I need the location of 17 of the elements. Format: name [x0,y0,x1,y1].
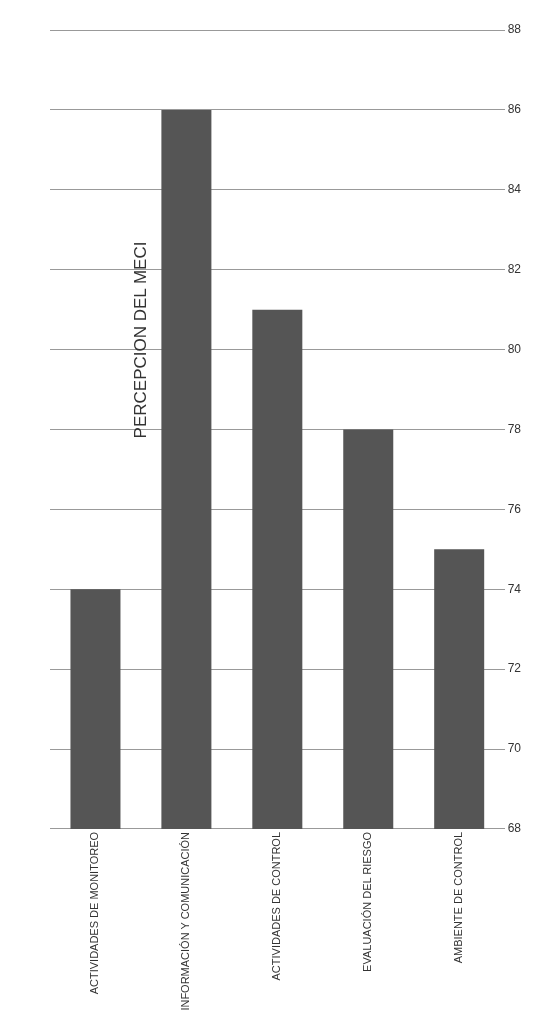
y-tick-label: 76 [507,501,522,516]
y-tick-label: 82 [507,262,522,276]
y-tick-label: 88 [507,22,522,37]
y-tick-label: 74 [507,581,522,596]
x-tick-label: ACTIVIDADES DE CONTROL [270,831,283,981]
y-tick-label: 84 [507,182,522,197]
y-tick-label: 80 [507,341,522,356]
y-tick-label: 70 [507,741,522,756]
y-tick-label: 72 [507,661,522,676]
x-tick-label: AMBIENTE DE CONTROL [452,831,465,964]
x-tick-label: EVALUACIÓN DEL RIESGO [361,831,374,972]
y-tick-label: 86 [507,102,522,117]
x-tick-label: ACTIVIDADES DE MONITOREO [88,831,101,995]
y-tick-label: 78 [507,421,522,436]
y-tick-label: 68 [507,821,522,836]
text: PERCEPCION DEL MECI [131,240,151,441]
x-tick-label: INFORMACIÓN Y COMUNICACIÓN [179,831,192,1011]
